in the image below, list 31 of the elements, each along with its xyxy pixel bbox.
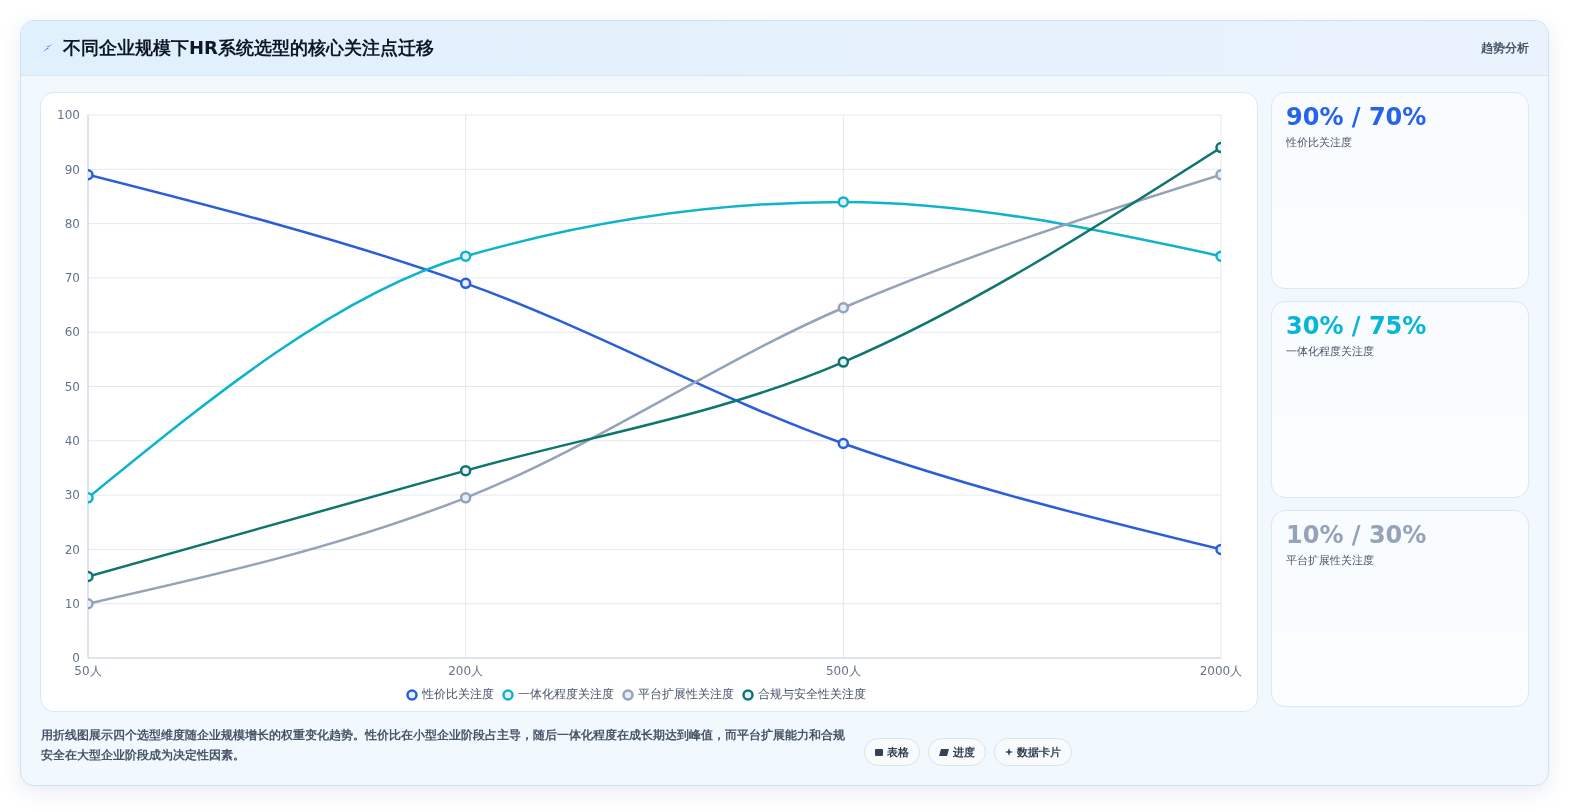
y-tick-label: 90 <box>64 162 80 177</box>
y-tick-label: 40 <box>64 434 80 449</box>
y-tick-label: 100 <box>57 108 80 123</box>
legend-label: 性价比关注度 <box>422 686 494 703</box>
y-tick-label: 60 <box>64 325 80 340</box>
y-tick-label: 0 <box>72 651 80 666</box>
text: 表格 <box>887 744 909 760</box>
legend-label: 平台扩展性关注度 <box>638 686 734 703</box>
legend-label: 合规与安全性关注度 <box>758 686 866 703</box>
legend-label: 一体化程度关注度 <box>518 686 614 703</box>
y-tick-label: 10 <box>64 596 80 611</box>
text: 进度 <box>953 744 975 760</box>
y-tick-label: 30 <box>64 488 80 503</box>
text: 一体化程度关注度 <box>1286 344 1375 359</box>
x-tick-label: 50人 <box>74 663 102 678</box>
y-tick-label: 50 <box>64 379 80 394</box>
y-tick-label: 80 <box>64 216 80 231</box>
y-tick-label: 70 <box>64 271 80 286</box>
text: 90% / 70% <box>1286 103 1428 131</box>
text: 10% / 30% <box>1286 521 1428 549</box>
text: 性价比关注度 <box>1286 135 1353 150</box>
x-tick-label: 200人 <box>448 663 484 678</box>
text: 30% / 75% <box>1286 312 1428 340</box>
x-tick-label: 500人 <box>825 663 861 678</box>
chart-title: 不同企业规模下HR系统选型的核心关注点迁移 <box>63 36 434 60</box>
text: 趋势分析 <box>1481 40 1529 57</box>
text: 用折线图展示四个选型维度随企业规模增长的权重变化趋势。性价比在小型企业阶段占主导，随后一体化程度在成长期达到峰值，而平台扩展能力和合规安全在大型企业阶段成为决定性因素。 <box>41 727 846 764</box>
y-tick-label: 20 <box>64 542 80 557</box>
x-tick-label: 2000人 <box>1199 663 1243 678</box>
text: 数据卡片 <box>1017 744 1061 760</box>
text: 平台扩展性关注度 <box>1286 553 1375 568</box>
